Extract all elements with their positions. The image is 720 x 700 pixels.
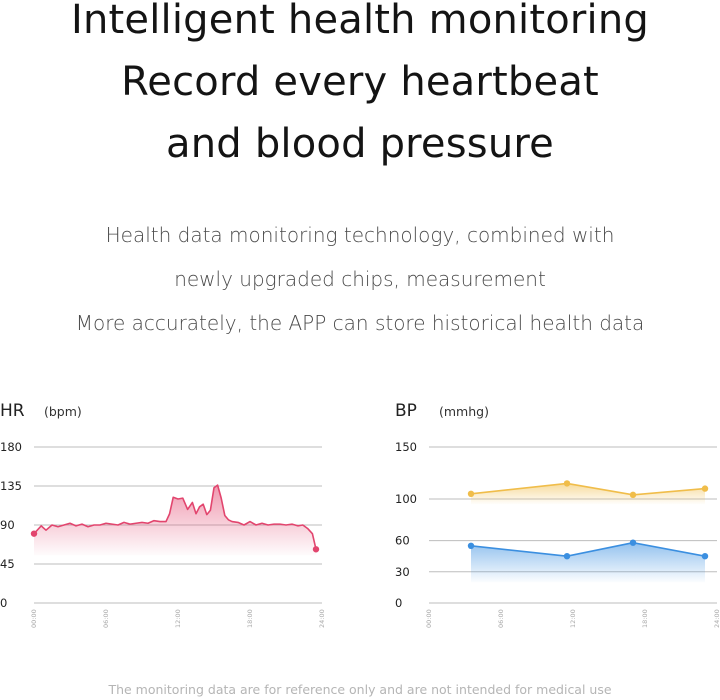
bp-ytick-label: 100: [395, 492, 417, 506]
hr-ytick-label: 180: [0, 440, 22, 454]
hr-chart-label: HR: [0, 401, 25, 421]
bp-ytick-label: 60: [395, 534, 410, 548]
bp-data-point: [701, 485, 709, 492]
description-line-3: More accurately, the APP can store histo…: [75, 311, 645, 335]
bp-xtick-label: 12:00: [569, 609, 577, 628]
bp-xtick-label: 00:00: [425, 609, 433, 628]
hr-endpoint: [312, 546, 320, 553]
hr-xtick-label: 06:00: [102, 609, 110, 628]
hr-xtick-label: 24:00: [318, 609, 326, 628]
headline-line-1: Intelligent health monitoring: [70, 0, 650, 43]
bp-chart-unit: (mmhg): [439, 404, 489, 419]
bp-series-area: [471, 542, 705, 583]
hr-chart: HR (bpm) 0 45 90 135 180 00:00 06:00 12:00 18:00 24…: [0, 395, 360, 635]
disclaimer-text: The monitoring data are for reference on…: [108, 682, 612, 697]
hr-chart-unit: (bpm): [44, 404, 82, 419]
bp-xtick-label: 06:00: [497, 609, 505, 628]
description-line-2: newly upgraded chips, measurement: [174, 267, 546, 291]
bp-series-line: [470, 482, 706, 496]
bp-data-point: [563, 553, 571, 560]
bp-data-point: [563, 480, 571, 487]
bp-data-point: [467, 490, 475, 497]
hr-series-line: [33, 484, 317, 550]
hr-series-area: [34, 485, 316, 556]
bp-chart-svg: BP (mmhg) 0 30 60 100 150 00:00 06:00 12:00 18:00 2…: [395, 401, 720, 628]
bp-ytick-label: 150: [395, 440, 417, 454]
hr-xtick-label: 12:00: [174, 609, 182, 628]
hr-ytick-label: 90: [0, 518, 15, 532]
hr-xtick-label: 00:00: [30, 609, 38, 628]
description-line-1: Health data monitoring technology, combi…: [105, 223, 615, 247]
bp-series-area: [471, 483, 705, 505]
hr-xtick-label: 18:00: [246, 609, 254, 628]
bp-chart: BP (mmhg) 0 30 60 100 150 00:00 06:00 12:00 18:00 2…: [395, 395, 720, 635]
bp-xtick-label: 24:00: [713, 609, 720, 628]
headline-line-2: Record every heartbeat: [121, 59, 599, 105]
hr-endpoint: [30, 530, 38, 537]
bp-data-point: [629, 491, 637, 499]
bp-ytick-label: 0: [395, 596, 402, 610]
bp-chart-label: BP: [395, 401, 417, 421]
hr-ytick-label: 135: [0, 479, 22, 493]
hr-ytick-label: 45: [0, 557, 15, 571]
bp-series-line: [470, 541, 706, 557]
bp-xtick-label: 18:00: [641, 609, 649, 628]
bp-ytick-label: 30: [395, 565, 410, 579]
bp-data-point: [467, 542, 475, 549]
hr-chart-svg: HR (bpm) 0 45 90 135 180 00:00 06:00 12:00 18:00 24…: [0, 401, 326, 628]
bp-data-point: [629, 539, 637, 546]
headline-line-3: and blood pressure: [166, 121, 554, 167]
hr-ytick-label: 0: [0, 596, 7, 610]
bp-data-point: [701, 553, 709, 560]
